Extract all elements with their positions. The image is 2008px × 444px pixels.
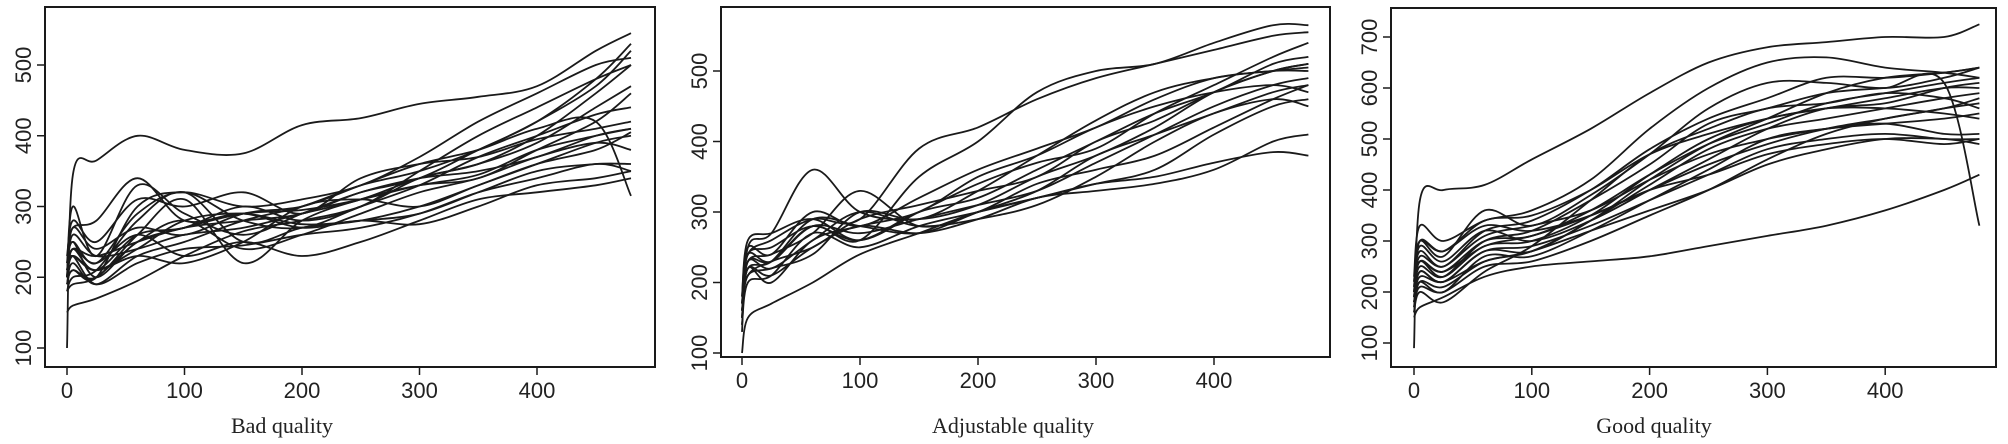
series-line-18: [1413, 132, 1980, 303]
y-tick-label: 100: [687, 335, 712, 372]
x-tick-label: 400: [1867, 378, 1904, 403]
series-line-20: [66, 127, 632, 271]
x-tick-label: 300: [401, 378, 438, 403]
series-line-8: [741, 41, 1309, 297]
series-line-7: [66, 120, 632, 264]
series-line-19: [1413, 66, 1980, 313]
y-tick-label: 200: [11, 259, 36, 296]
x-tick-label: 200: [1631, 378, 1668, 403]
y-tick-label: 300: [687, 194, 712, 231]
series-line-10: [741, 77, 1309, 304]
series-line-18: [66, 92, 632, 285]
series-line-1: [66, 32, 632, 349]
plot-frame: [1390, 7, 1997, 368]
y-tick-label: 200: [687, 264, 712, 301]
y-tick-label: 400: [687, 123, 712, 160]
series-line-16: [66, 106, 632, 265]
y-tick-label: 400: [1357, 172, 1382, 209]
series-line-6: [741, 84, 1309, 325]
panel-1: 0 100 200 300 400 100 200 300 400 500 Bad quality: [11, 6, 656, 438]
y-tick-label: 300: [1357, 223, 1382, 260]
series-line-3: [1413, 138, 1980, 293]
series-line-15: [66, 141, 632, 292]
series-line-14: [741, 98, 1309, 318]
series-line-12: [741, 98, 1309, 325]
x-tick-label: 0: [736, 368, 748, 393]
y-tick-label: 200: [1357, 274, 1382, 311]
series-line-1: [1413, 23, 1980, 349]
x-axis-title: Adjustable quality: [932, 413, 1094, 438]
series-group: [741, 22, 1309, 354]
panel-3: 0 100 200 300 400 100 200 300 400 500 600 700 Good q…: [1357, 7, 1997, 438]
series-line-14: [1413, 106, 1980, 282]
series-line-9: [1413, 92, 1980, 313]
y-tick-label: 500: [11, 47, 36, 84]
series-line-13: [1413, 72, 1981, 298]
series-line-14: [66, 163, 632, 286]
series-line-9: [66, 162, 632, 272]
series-line-12: [1413, 137, 1980, 303]
series-line-12: [66, 170, 632, 257]
y-tick-label: 400: [11, 117, 36, 154]
series-line-5: [66, 50, 632, 286]
series-line-11: [1413, 76, 1980, 293]
series-line-8: [66, 177, 632, 278]
x-tick-label: 100: [842, 368, 879, 393]
x-axis-title: Good quality: [1596, 413, 1712, 438]
panel-2: 0 100 200 300 400 100 200 300 400 500 Adjustable q…: [687, 6, 1331, 438]
x-axis-title: Bad quality: [231, 413, 333, 438]
y-tick-label: 700: [1357, 19, 1382, 56]
series-line-7: [741, 84, 1309, 311]
series-line-15: [741, 56, 1309, 304]
y-tick-label: 300: [11, 188, 36, 225]
series-line-5: [741, 31, 1309, 304]
series-group: [66, 32, 632, 349]
plot-frame: [720, 6, 1331, 358]
series-line-5: [1413, 86, 1980, 298]
series-line-20: [1413, 102, 1980, 298]
x-tick-label: 200: [960, 368, 997, 393]
y-tick-label: 600: [1357, 70, 1382, 107]
plot-frame: [44, 6, 656, 368]
x-tick-label: 100: [1513, 378, 1550, 403]
y-tick-label: 100: [11, 330, 36, 367]
series-line-19: [66, 116, 632, 278]
series-line-10: [1413, 56, 1980, 277]
series-line-16: [741, 84, 1309, 311]
x-tick-label: 400: [519, 378, 556, 403]
x-tick-label: 0: [61, 378, 73, 403]
x-tick-label: 200: [284, 378, 321, 403]
x-tick-label: 100: [166, 378, 203, 403]
series-line-2: [1413, 173, 1980, 318]
y-tick-label: 500: [1357, 121, 1382, 158]
x-tick-label: 0: [1408, 378, 1420, 403]
series-line-17: [1413, 82, 1980, 288]
y-tick-label: 100: [1357, 325, 1382, 362]
series-group: [1413, 23, 1981, 349]
x-tick-label: 400: [1196, 368, 1233, 393]
series-line-13: [741, 66, 1309, 297]
x-tick-label: 300: [1078, 368, 1115, 393]
x-tick-label: 300: [1749, 378, 1786, 403]
y-tick-label: 500: [687, 53, 712, 90]
